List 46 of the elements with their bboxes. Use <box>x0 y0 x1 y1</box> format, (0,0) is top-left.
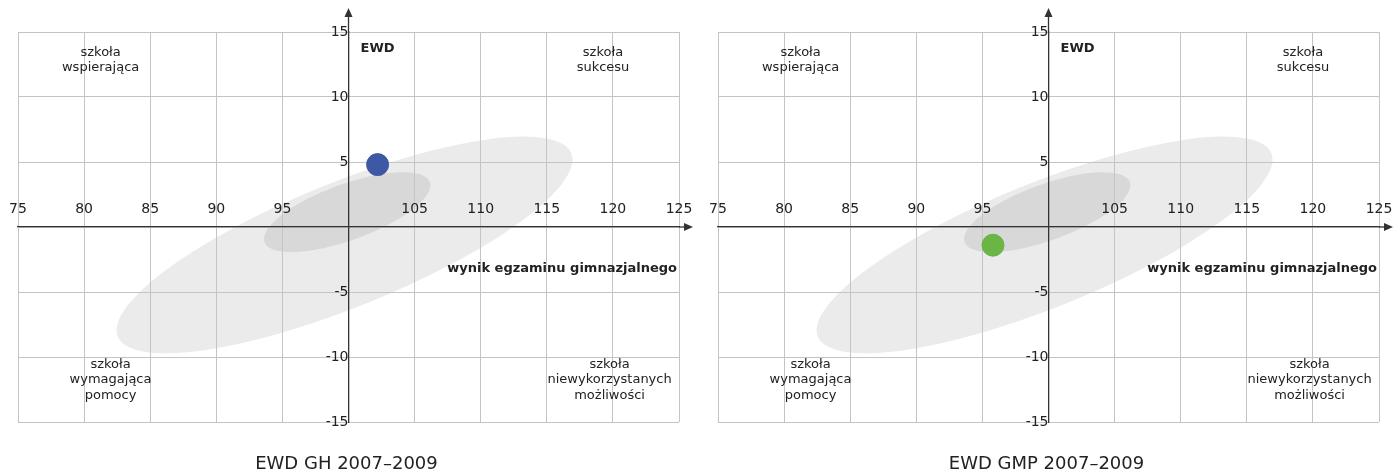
x-tick-label: 80 <box>75 200 94 217</box>
x-tick-label: 75 <box>709 200 727 217</box>
y-axis-title: EWD <box>1060 40 1095 55</box>
x-tick-label: 75 <box>9 200 27 217</box>
x-tick-label: 115 <box>1233 200 1261 217</box>
x-tick-label: 95 <box>273 200 292 217</box>
text: EWD GH 2007–2009 <box>254 452 439 473</box>
x-tick-label: 95 <box>973 200 992 217</box>
x-tick-label: 125 <box>1365 200 1393 217</box>
annotation: szkoła wymagająca pomocy <box>69 355 152 403</box>
y-tick-label: 5 <box>339 152 349 169</box>
y-tick-label: 10 <box>330 87 349 104</box>
text: EWD GMP 2007–2009 <box>947 452 1146 473</box>
x-axis-title: wynik egzaminu gimnazjalnego <box>447 260 677 275</box>
y-tick-label: -5 <box>334 282 349 299</box>
x-tick-label: 105 <box>401 200 428 217</box>
y-tick-label: -10 <box>1025 347 1049 364</box>
x-axis-title: wynik egzaminu gimnazjalnego <box>1147 260 1377 275</box>
y-tick-label: 15 <box>330 22 349 39</box>
annotation: szkoła wspierająca <box>61 43 140 75</box>
annotation: szkoła niewykorzystanych możliwości <box>1247 355 1372 403</box>
x-tick-label: 120 <box>599 200 627 217</box>
x-tick-label: 105 <box>1101 200 1128 217</box>
y-tick-label: 10 <box>1030 87 1049 104</box>
y-tick-label: 5 <box>1039 152 1049 169</box>
y-tick-label: -10 <box>325 347 349 364</box>
x-tick-label: 90 <box>207 200 226 217</box>
annotation: szkoła wymagająca pomocy <box>769 355 852 403</box>
x-tick-label: 90 <box>907 200 926 217</box>
y-tick-label: 15 <box>1030 22 1049 39</box>
x-tick-label: 120 <box>1299 200 1327 217</box>
y-axis-title: EWD <box>360 40 395 55</box>
x-tick-label: 80 <box>775 200 794 217</box>
x-tick-label: 85 <box>141 200 160 217</box>
y-tick-label: -5 <box>1034 282 1049 299</box>
annotation: szkoła sukcesu <box>576 43 630 75</box>
annotation: szkoła wspierająca <box>761 43 840 75</box>
x-tick-label: 85 <box>841 200 860 217</box>
annotation: szkoła niewykorzystanych możliwości <box>547 355 672 403</box>
x-tick-label: 110 <box>467 200 495 217</box>
x-tick-label: 110 <box>1167 200 1195 217</box>
x-tick-label: 115 <box>533 200 561 217</box>
x-tick-label: 125 <box>665 200 693 217</box>
annotation: szkoła sukcesu <box>1276 43 1330 75</box>
y-tick-label: -15 <box>325 412 349 429</box>
y-tick-label: -15 <box>1025 412 1049 429</box>
